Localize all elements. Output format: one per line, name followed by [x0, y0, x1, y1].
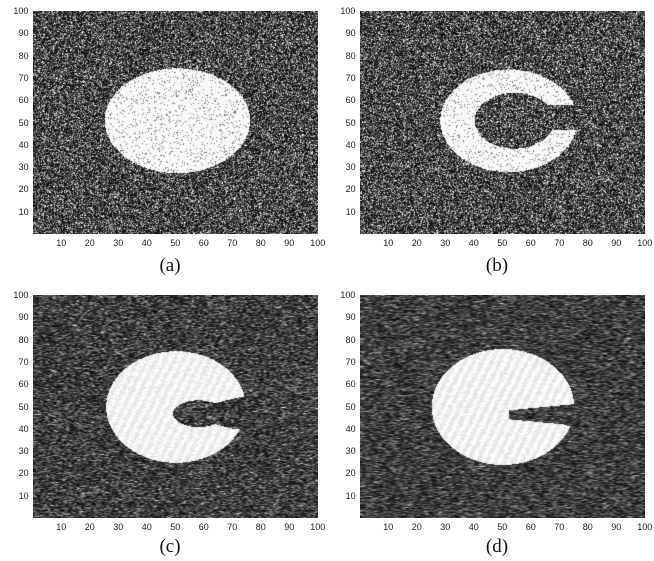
x-tick-label: 70	[554, 238, 565, 248]
x-tick-label: 20	[411, 238, 422, 248]
x-tick-label: 100	[310, 238, 326, 248]
noise-image-a	[33, 11, 318, 234]
x-tick-label: 100	[310, 522, 326, 532]
x-tick-label: 20	[84, 522, 95, 532]
x-tick-label: 80	[255, 522, 266, 532]
image-plot-c	[33, 295, 318, 518]
panel-caption-c: (c)	[159, 536, 181, 557]
x-tick-label: 40	[468, 522, 479, 532]
x-tick-label: 10	[56, 522, 67, 532]
panel-caption-b: (b)	[485, 255, 509, 276]
x-tick-label: 40	[141, 522, 152, 532]
x-tick-label: 60	[525, 238, 536, 248]
x-tick-label: 100	[637, 522, 653, 532]
x-tick-label: 90	[284, 522, 295, 532]
image-plot-b	[360, 11, 645, 234]
x-tick-label: 30	[113, 238, 124, 248]
x-tick-label: 50	[170, 238, 181, 248]
x-tick-label: 70	[554, 522, 565, 532]
x-tick-label: 60	[198, 522, 209, 532]
noise-image-b	[360, 11, 645, 234]
x-tick-label: 10	[56, 238, 67, 248]
x-tick-label: 30	[113, 522, 124, 532]
x-tick-label: 100	[637, 238, 653, 248]
x-tick-label: 30	[440, 238, 451, 248]
panel-caption-a: (a)	[159, 255, 181, 276]
x-tick-label: 80	[582, 238, 593, 248]
x-tick-label: 90	[284, 238, 295, 248]
x-tick-label: 20	[411, 522, 422, 532]
x-tick-label: 50	[497, 238, 508, 248]
noise-image-d	[360, 295, 645, 518]
x-tick-label: 50	[497, 522, 508, 532]
x-tick-label: 40	[468, 238, 479, 248]
x-tick-label: 90	[611, 238, 622, 248]
x-tick-label: 80	[582, 522, 593, 532]
x-tick-label: 50	[170, 522, 181, 532]
x-tick-label: 20	[84, 238, 95, 248]
image-plot-d	[360, 295, 645, 518]
x-tick-label: 60	[198, 238, 209, 248]
image-plot-a	[33, 11, 318, 234]
x-tick-label: 30	[440, 522, 451, 532]
x-tick-label: 10	[383, 238, 394, 248]
x-tick-label: 80	[255, 238, 266, 248]
x-tick-label: 90	[611, 522, 622, 532]
x-tick-label: 70	[227, 522, 238, 532]
noise-image-c	[33, 295, 318, 518]
x-tick-label: 70	[227, 238, 238, 248]
x-tick-label: 40	[141, 238, 152, 248]
x-tick-label: 60	[525, 522, 536, 532]
x-tick-label: 10	[383, 522, 394, 532]
panel-caption-d: (d)	[485, 536, 509, 557]
